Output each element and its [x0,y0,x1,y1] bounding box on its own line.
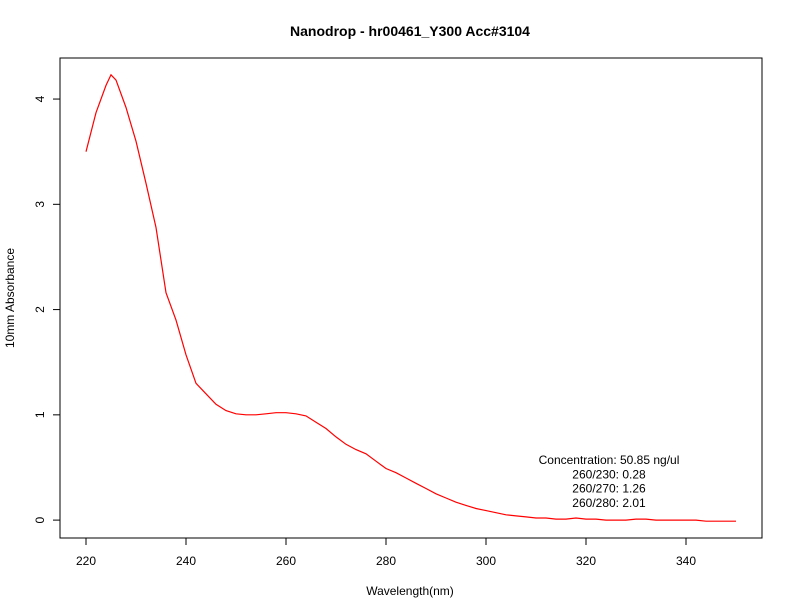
x-tick-label: 300 [476,554,496,568]
x-axis-label: Wavelength(nm) [366,584,454,598]
ratio-annotation: 260/230: 0.28 [572,467,646,481]
y-tick-label: 3 [33,201,47,208]
plot-frame [59,57,763,539]
x-tick-label: 240 [176,554,196,568]
x-tick-label: 320 [576,554,596,568]
x-axis: 220 240 260 280 300 320 340 [76,538,696,568]
y-axis: 0 1 2 3 4 [33,95,60,523]
y-tick-label: 4 [33,95,47,102]
x-tick-label: 220 [76,554,96,568]
x-tick-label: 280 [376,554,396,568]
y-tick-label: 0 [33,516,47,523]
ratio-annotation: 260/270: 1.26 [572,482,646,496]
absorbance-series-line [85,73,736,522]
x-tick-label: 340 [676,554,696,568]
y-tick-label: 2 [33,306,47,313]
concentration-annotation: Concentration: 50.85 ng/ul [539,453,680,467]
y-axis-label: 10mm Absorbance [3,248,17,348]
chart-title: Nanodrop - hr00461_Y300 Acc#3104 [290,23,530,39]
ratio-annotation: 260/280: 2.01 [572,496,646,510]
y-tick-label: 1 [33,411,47,418]
x-tick-label: 260 [276,554,296,568]
